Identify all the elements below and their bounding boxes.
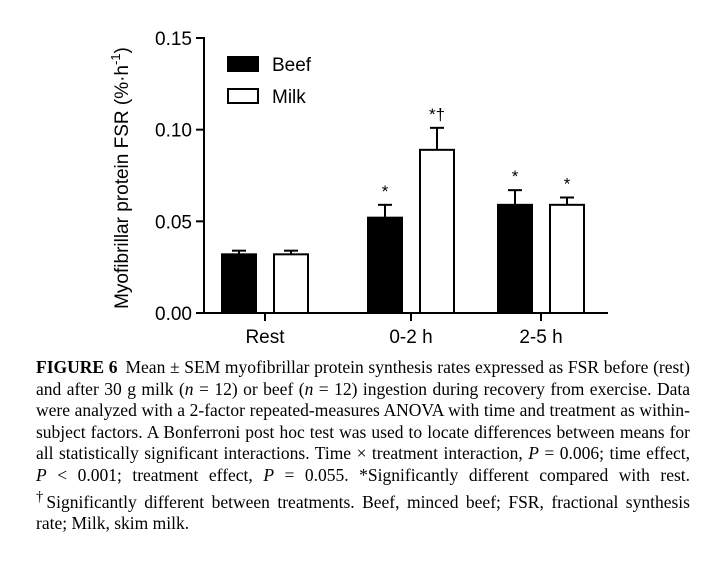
y-tick-label: 0.10 (155, 121, 192, 142)
bar-milk (549, 203, 585, 314)
y-tick-label: 0.00 (155, 304, 192, 325)
bar-beef (367, 216, 403, 315)
legend-label-beef: Beef (272, 55, 312, 76)
x-tick-label: 2-5 h (519, 327, 562, 348)
x-tick-label: 0-2 h (389, 327, 432, 348)
y-axis: 0.00 0.05 0.10 0.15 (155, 29, 205, 325)
legend: Beef Milk (227, 55, 312, 108)
bar-beef (497, 203, 533, 314)
bar-chart: 0.00 0.05 0.10 0.15 Rest 0-2 h 2-5 h * *† * * Be… (108, 29, 608, 348)
x-axis: Rest 0-2 h 2-5 h (203, 312, 608, 348)
significance-mark: *† (429, 105, 445, 124)
figure-label: FIGURE 6 (36, 357, 118, 377)
x-tick-label: Rest (245, 327, 285, 348)
bar-milk (419, 148, 455, 314)
significance-mark: * (564, 175, 571, 194)
legend-swatch-beef (227, 56, 259, 72)
significance-mark: * (382, 182, 389, 201)
significance-mark: * (512, 167, 519, 186)
legend-label-milk: Milk (272, 87, 306, 108)
legend-swatch-milk (227, 88, 259, 104)
figure-caption: FIGURE 6 Mean ± SEM myofibrillar protein … (36, 357, 691, 533)
y-tick-label: 0.05 (155, 212, 192, 233)
bars: * *† * * (221, 105, 585, 315)
bar-beef (221, 253, 257, 314)
bar-milk (273, 253, 309, 314)
y-tick-label: 0.15 (155, 29, 192, 50)
y-axis-label: Myofibrillar protein FSR (%·h-1) (108, 47, 133, 309)
